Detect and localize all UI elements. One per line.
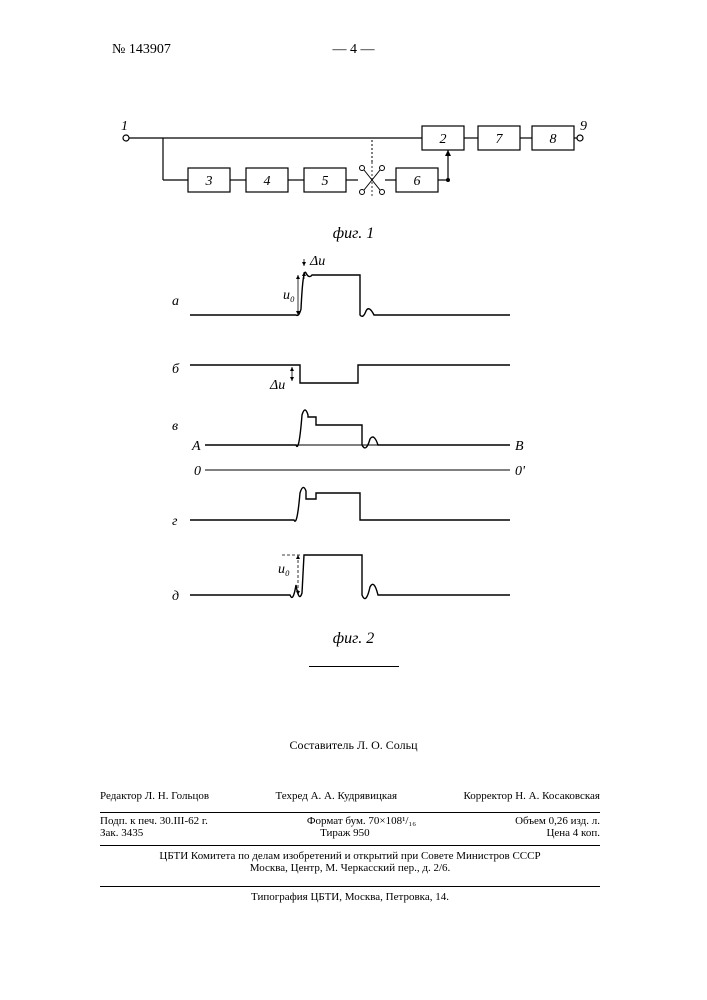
block-5: 5 xyxy=(304,168,346,192)
svg-text:7: 7 xyxy=(496,132,504,147)
svg-text:0': 0' xyxy=(515,464,526,479)
block-8: 8 xyxy=(532,126,574,150)
terminal-1: 1 xyxy=(121,120,128,134)
svg-text:В: В xyxy=(515,439,524,454)
svg-text:6: 6 xyxy=(414,174,421,189)
credits-row-1: Редактор Л. Н. Гольцов Техред А. А. Кудр… xyxy=(100,790,600,802)
svg-text:u₀: u₀ xyxy=(278,562,290,577)
print-date: Подп. к печ. 30.III-62 г. xyxy=(100,815,208,827)
block-2: 2 xyxy=(422,126,464,150)
paper-format: Формат бум. 70×108¹/₁₆ xyxy=(307,815,416,827)
waveform-v: в А В xyxy=(172,410,524,454)
svg-text:в: в xyxy=(172,419,178,434)
cbti-block: ЦБТИ Комитета по делам изобретений и отк… xyxy=(100,845,600,874)
credits-row-2: Подп. к печ. 30.III-62 г. Формат бум. 70… xyxy=(100,812,600,839)
corrector: Корректор Н. А. Косаковская xyxy=(463,790,600,802)
crossover-switch xyxy=(360,138,385,198)
waveform-a: а Δu u₀ xyxy=(172,255,510,316)
block-4: 4 xyxy=(246,168,288,192)
editor: Редактор Л. Н. Гольцов xyxy=(100,790,209,802)
svg-text:5: 5 xyxy=(322,174,329,189)
svg-text:б: б xyxy=(172,362,180,377)
block-7: 7 xyxy=(478,126,520,150)
svg-text:u₀: u₀ xyxy=(283,288,295,303)
svg-text:д: д xyxy=(172,589,179,604)
page-number: — 4 — xyxy=(333,42,375,58)
svg-text:2: 2 xyxy=(440,132,447,147)
svg-text:8: 8 xyxy=(550,132,557,147)
figure-2-label: фиг. 2 xyxy=(333,630,374,648)
techred: Техред А. А. Кудрявицкая xyxy=(275,790,397,802)
figure-1-label: фиг. 1 xyxy=(333,225,374,243)
svg-text:4: 4 xyxy=(264,174,271,189)
waveform-b: б Δu xyxy=(172,362,510,393)
cbti-line-1: ЦБТИ Комитета по делам изобретений и отк… xyxy=(100,850,600,862)
compiler-line: Составитель Л. О. Сольц xyxy=(290,738,418,753)
svg-text:Δu: Δu xyxy=(269,378,285,393)
block-6: 6 xyxy=(396,168,438,192)
svg-text:3: 3 xyxy=(205,174,213,189)
typography-line: Типография ЦБТИ, Москва, Петровка, 14. xyxy=(100,886,600,903)
figure-1-block-diagram: 1 9 2 7 8 xyxy=(118,120,588,220)
svg-text:Δu: Δu xyxy=(309,255,325,269)
price: Цена 4 коп. xyxy=(546,827,600,839)
svg-text:г: г xyxy=(172,514,178,529)
volume: Объем 0,26 изд. л. xyxy=(515,815,600,827)
terminal-9: 9 xyxy=(580,120,587,134)
svg-text:0: 0 xyxy=(194,464,201,479)
doc-number: № 143907 xyxy=(112,42,171,58)
figure-2-rule xyxy=(309,666,399,667)
waveform-g: г xyxy=(172,487,510,529)
tirage: Тираж 950 xyxy=(320,827,370,839)
waveform-d: д u₀ xyxy=(172,555,510,604)
svg-text:а: а xyxy=(172,294,179,309)
order-number: Зак. 3435 xyxy=(100,827,143,839)
block-3: 3 xyxy=(188,168,230,192)
patent-page: № 143907 — 4 — 1 9 2 7 8 xyxy=(0,0,707,1000)
svg-text:А: А xyxy=(191,439,201,454)
zero-axis: 0 0' xyxy=(194,464,526,479)
cbti-line-2: Москва, Центр, М. Черкасский пер., д. 2/… xyxy=(100,862,600,874)
figure-2-waveforms: а Δu u₀ б Δu xyxy=(150,255,560,625)
